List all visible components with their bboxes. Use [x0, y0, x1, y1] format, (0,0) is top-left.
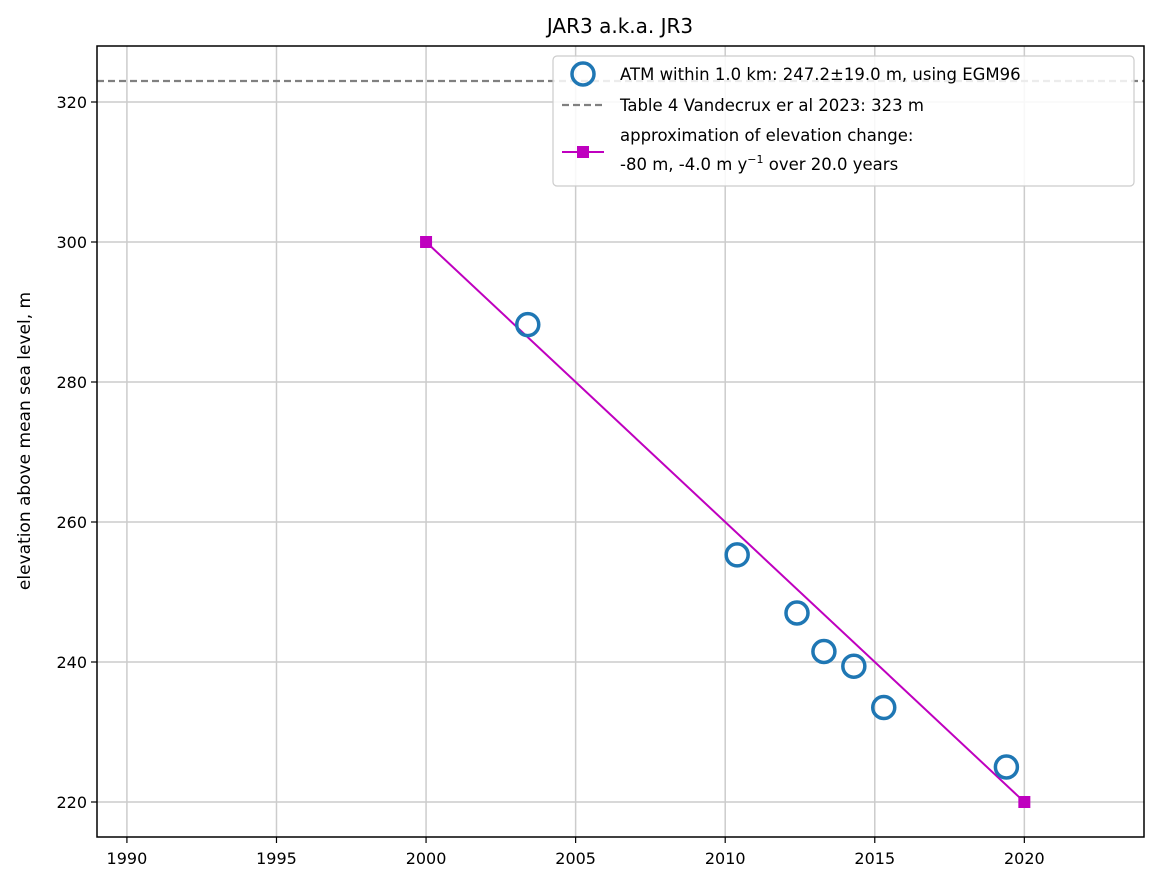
legend-marker-approx-square: [577, 146, 589, 158]
y-axis-label: elevation above mean sea level, m: [15, 292, 35, 590]
y-tick-label: 220: [56, 793, 87, 812]
legend: ATM within 1.0 km: 247.2±19.0 m, using E…: [552, 55, 1135, 187]
x-tick-label: 2020: [1004, 849, 1045, 868]
ticks: 1990 1995 2000 2005 2010 2015 2020 220 240 260 280…: [56, 93, 1044, 868]
legend-label-approx-exponent: −1: [747, 153, 763, 166]
atm-data-point: [870, 694, 897, 721]
legend-box: [552, 55, 1135, 187]
x-tick-label: 2010: [705, 849, 746, 868]
x-tick-label: 2015: [854, 849, 895, 868]
plot-frame: [96, 45, 1145, 838]
legend-label-approx-line1: approximation of elevation change:: [620, 126, 914, 145]
chart-title: JAR3 a.k.a. JR3: [545, 14, 693, 38]
x-tick-label: 2005: [555, 849, 596, 868]
atm-data-point: [841, 653, 867, 679]
legend-label-approx-part-b: over 20.0 years: [764, 155, 899, 174]
x-tick-label: 2000: [406, 849, 447, 868]
y-tick-label: 280: [56, 373, 87, 392]
legend-label-table4: Table 4 Vandecrux er al 2023: 323 m: [619, 96, 924, 115]
atm-data-point: [811, 638, 837, 665]
atm-data-point: [515, 311, 541, 338]
y-tick-label: 300: [56, 233, 87, 252]
atm-data-point: [784, 600, 810, 626]
data-layer: [420, 236, 1031, 808]
legend-label-approx-part-a: -80 m, -4.0 m y: [620, 155, 748, 174]
x-tick-label: 1995: [256, 849, 297, 868]
atm-data-point: [993, 754, 1020, 780]
legend-marker-atm: [570, 61, 596, 87]
legend-label-approx-line2: -80 m, -4.0 m y−1 over 20.0 years: [620, 153, 898, 174]
atm-data-point: [724, 542, 750, 568]
grid: [97, 46, 1144, 837]
legend-label-atm: ATM within 1.0 km: 247.2±19.0 m, using E…: [620, 65, 1021, 84]
y-tick-label: 320: [56, 93, 87, 112]
y-tick-label: 240: [56, 653, 87, 672]
approximation-endpoint-marker: [420, 236, 433, 248]
y-tick-label: 260: [56, 513, 87, 532]
approximation-endpoint-marker: [1018, 796, 1031, 808]
x-tick-label: 1990: [107, 849, 148, 868]
